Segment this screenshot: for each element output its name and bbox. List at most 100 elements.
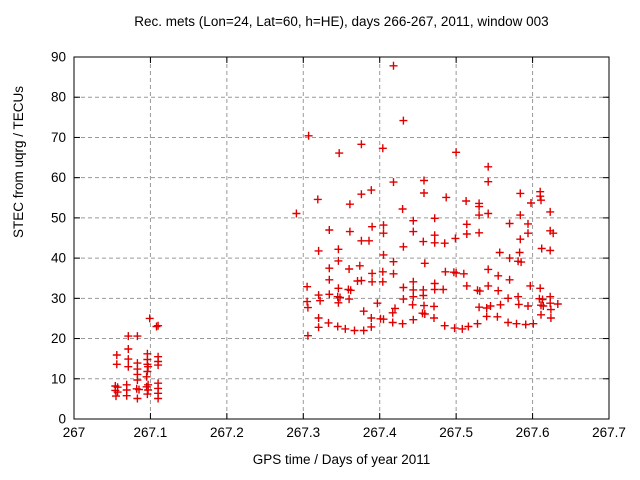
data-point-marker <box>451 234 460 243</box>
data-point-marker <box>494 271 503 280</box>
data-point-marker <box>144 362 153 371</box>
data-point-marker <box>505 254 514 263</box>
x-tick-labels: 267 267.1 267.2 267.3 267.4 267.5 267.6 267.7 <box>63 425 626 440</box>
data-point-marker <box>462 281 471 290</box>
data-point-marker <box>486 302 495 310</box>
data-point-marker <box>430 285 439 294</box>
data-point-marker <box>367 314 376 322</box>
data-point-marker <box>459 269 468 278</box>
data-point-marker <box>484 177 493 186</box>
svg-text:267.2: 267.2 <box>210 425 244 440</box>
svg-text:267: 267 <box>63 425 86 440</box>
svg-text:267.5: 267.5 <box>439 425 473 440</box>
data-point-marker <box>142 372 151 381</box>
data-point-marker <box>475 228 484 237</box>
data-point-marker <box>504 294 513 303</box>
data-point-marker <box>325 264 334 273</box>
data-point-marker <box>389 257 398 266</box>
data-point-marker <box>521 320 530 329</box>
data-point-marker <box>143 390 152 399</box>
data-point-marker <box>113 388 122 397</box>
data-point-marker <box>464 322 473 331</box>
data-point-marker <box>112 360 121 369</box>
data-point-marker <box>389 269 398 278</box>
data-point-marker <box>367 322 376 331</box>
data-point-marker <box>368 222 377 231</box>
data-point-marker <box>408 300 417 309</box>
svg-text:0: 0 <box>58 412 66 427</box>
svg-text:60: 60 <box>51 170 66 185</box>
data-point-marker <box>313 195 322 204</box>
svg-text:267.3: 267.3 <box>286 425 320 440</box>
data-point-marker <box>357 236 366 245</box>
data-point-marker <box>475 211 484 220</box>
data-point-marker <box>482 304 491 312</box>
data-point-marker <box>133 376 142 384</box>
data-point-marker <box>549 229 558 238</box>
svg-text:50: 50 <box>51 210 66 225</box>
data-point-marker <box>379 250 388 259</box>
data-point-marker <box>484 265 493 274</box>
data-point-marker <box>365 236 373 245</box>
data-point-marker <box>430 231 439 240</box>
data-point-marker <box>144 386 153 394</box>
data-point-marker <box>154 361 163 370</box>
data-point-marker <box>314 314 323 322</box>
data-point-marker <box>122 391 131 400</box>
data-point-marker <box>133 394 142 403</box>
data-point-marker <box>399 283 408 292</box>
data-point-marker <box>345 295 354 304</box>
data-point-marker <box>536 284 545 293</box>
x-axis-label: GPS time / Days of year 2011 <box>252 452 431 467</box>
data-point-marker <box>553 300 562 308</box>
data-point-marker <box>527 199 535 207</box>
data-point-marker <box>409 216 418 225</box>
tick-marks <box>73 56 610 420</box>
data-point-marker <box>152 322 161 331</box>
data-point-marker <box>379 315 388 324</box>
data-point-marker <box>334 298 343 307</box>
data-point-marker <box>516 211 525 220</box>
data-point-marker <box>314 291 323 300</box>
data-points-series-0 <box>111 61 562 403</box>
data-point-marker <box>112 351 121 359</box>
data-point-marker <box>546 207 555 216</box>
data-point-marker <box>333 322 342 331</box>
data-point-marker <box>546 305 555 314</box>
data-point-marker <box>391 304 399 313</box>
data-point-marker <box>346 286 355 295</box>
data-point-marker <box>452 148 461 157</box>
data-point-marker <box>325 290 334 299</box>
data-point-marker <box>357 140 366 149</box>
svg-text:30: 30 <box>51 291 66 306</box>
y-tick-labels: 0 10 20 30 40 50 60 70 80 90 <box>51 50 66 427</box>
data-point-marker <box>409 227 418 236</box>
data-point-marker <box>430 302 438 311</box>
data-point-marker <box>135 385 143 394</box>
data-point-marker <box>303 282 312 291</box>
data-point-marker <box>345 227 354 236</box>
data-point-marker <box>450 324 459 333</box>
data-point-marker <box>409 292 418 301</box>
data-point-marker <box>537 196 545 205</box>
data-point-marker <box>359 307 368 316</box>
data-point-marker <box>430 238 439 247</box>
data-point-marker <box>495 248 504 257</box>
svg-text:10: 10 <box>51 371 66 386</box>
data-point-marker <box>514 300 523 309</box>
data-point-marker <box>145 314 154 323</box>
data-point-marker <box>388 308 397 317</box>
data-point-marker <box>325 226 334 234</box>
svg-text:80: 80 <box>51 90 66 105</box>
chart-title: Rec. mets (Lon=24, Lat=60, h=HE), days 2… <box>134 14 549 29</box>
data-point-marker <box>154 394 163 403</box>
plot-border <box>73 56 610 420</box>
data-point-marker <box>379 221 388 230</box>
data-point-marker <box>420 176 428 185</box>
data-point-marker <box>482 312 491 321</box>
data-point-marker <box>398 205 407 213</box>
data-point-marker <box>316 296 325 305</box>
data-point-marker <box>355 261 364 270</box>
data-point-marker <box>334 284 343 293</box>
